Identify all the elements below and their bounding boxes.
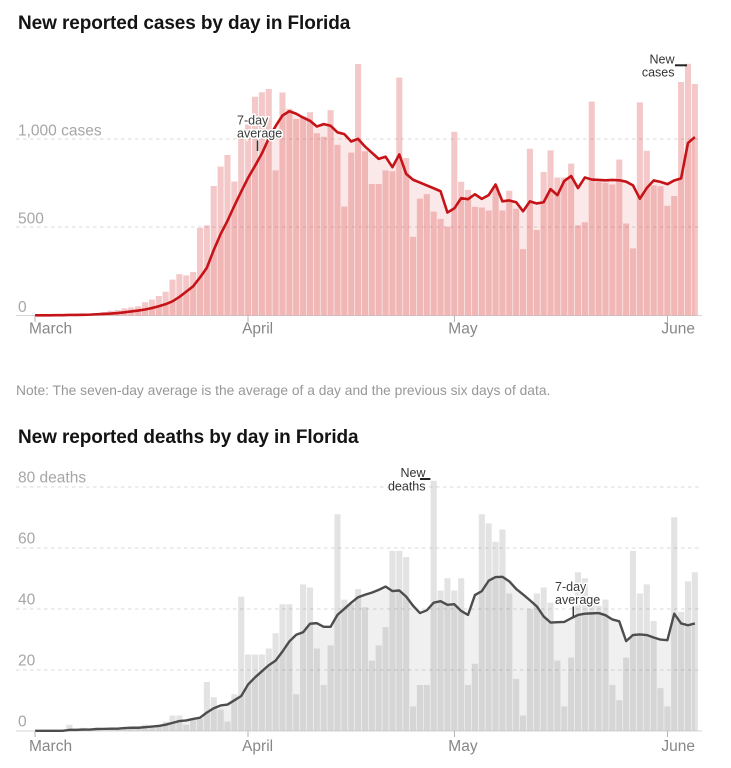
svg-text:April: April [242, 738, 273, 755]
svg-text:500: 500 [18, 211, 44, 228]
svg-text:40: 40 [18, 592, 36, 609]
svg-text:20: 20 [18, 653, 36, 670]
svg-text:1,000 cases: 1,000 cases [18, 123, 102, 140]
svg-text:80 deaths: 80 deaths [18, 470, 86, 487]
svg-text:New: New [649, 53, 675, 67]
svg-text:average: average [555, 593, 600, 607]
svg-text:60: 60 [18, 531, 36, 548]
svg-text:New: New [400, 466, 426, 480]
svg-text:7-day: 7-day [237, 114, 269, 128]
svg-text:deaths: deaths [388, 480, 426, 494]
svg-text:March: March [29, 738, 72, 755]
svg-text:cases: cases [642, 66, 675, 80]
svg-text:0: 0 [18, 299, 27, 316]
svg-text:average: average [237, 127, 282, 141]
svg-text:June: June [661, 321, 695, 338]
svg-text:7-day: 7-day [555, 580, 587, 594]
svg-text:March: March [29, 321, 72, 338]
svg-text:June: June [661, 738, 695, 755]
svg-text:0: 0 [18, 714, 27, 731]
svg-text:April: April [242, 321, 273, 338]
svg-text:May: May [448, 321, 478, 338]
svg-text:May: May [448, 738, 478, 755]
